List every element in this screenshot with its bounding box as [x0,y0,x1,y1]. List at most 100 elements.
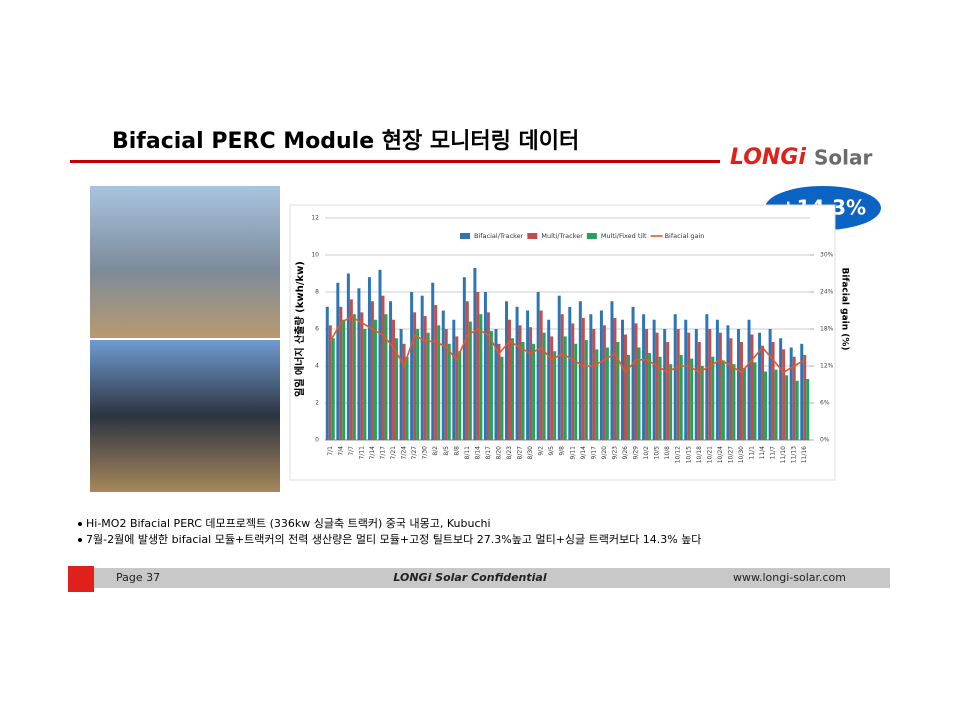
bar [392,319,396,440]
bar [500,356,504,440]
footer-bar [94,568,890,588]
bar [732,364,736,440]
x-tick-label: 8/14 [474,446,481,460]
legend-label: Multi/Tracker [541,232,583,240]
bar [547,319,551,440]
bar [465,301,469,440]
footer-mark [68,566,94,592]
bar [768,329,772,440]
bar [536,292,540,440]
logo-suffix: Solar [814,146,872,170]
x-tick-label: 9/26 [622,446,629,460]
x-tick-label: 11/4 [759,446,766,460]
bar [526,310,530,440]
slide-title: Bifacial PERC Module 현장 모니터링 데이터 [112,129,579,154]
bar [747,319,751,440]
y2-axis-label: Bifacial gain (%) [840,267,850,350]
bar [431,282,435,440]
bar [486,312,490,440]
bar [413,312,417,440]
bar [426,332,430,440]
x-tick-label: 9/14 [580,446,587,460]
x-tick-label: 10/2 [643,446,650,460]
x-tick-label: 7/4 [337,446,344,456]
bar [515,306,519,440]
bar [420,295,424,440]
y2-tick-label: 24% [820,289,834,296]
bar [800,343,804,440]
bar [792,356,796,440]
bar [634,323,638,440]
x-tick-label: 11/7 [770,446,777,460]
bar [578,301,582,440]
bar [595,349,599,440]
y-tick-label: 10 [311,252,319,259]
bar [378,269,382,440]
bar [669,364,673,440]
bar [462,277,466,440]
x-tick-label: 8/17 [485,446,492,460]
bar [642,314,646,440]
bar [483,292,487,440]
x-tick-label: 7/14 [369,446,376,460]
bar [758,332,762,440]
x-tick-label: 10/5 [654,446,661,460]
bar [367,277,371,440]
x-tick-label: 9/2 [538,446,545,456]
bar [589,314,593,440]
bar [806,378,810,440]
y-tick-label: 2 [315,400,319,407]
bar [489,330,493,440]
bar [529,327,533,440]
x-tick-label: 9/17 [590,446,597,460]
bar [584,340,588,440]
bullet: 7월-2월에 발생한 bifacial 모듈+트랙커의 전력 생산량은 멀티 모… [86,533,701,546]
x-tick-label: 7/1 [327,446,334,456]
bar [384,314,388,440]
title-rule [70,160,720,163]
legend-swatch [527,233,538,239]
y-axis-label: 일일 에너지 산출량 (kwh/kw) [293,261,306,397]
bar [694,329,698,440]
x-tick-label: 7/24 [401,446,408,460]
bar [648,353,652,440]
x-tick-label: 9/29 [633,446,640,460]
y-tick-label: 4 [315,363,319,370]
x-tick-label: 10/8 [664,446,671,460]
bar [610,301,614,440]
bar [395,338,399,440]
bar [373,319,377,440]
bar [389,301,393,440]
x-tick-label: 8/5 [443,446,450,456]
bar [729,338,733,440]
x-tick-label: 8/23 [506,446,513,460]
bar [363,329,367,440]
bar [750,334,754,440]
bar [539,310,543,440]
bar [789,347,793,440]
bar [803,354,807,440]
bar [444,329,448,440]
bar [473,267,477,440]
photo-module [90,340,280,492]
bar [705,314,709,440]
photo-trackers [90,186,280,338]
bar [605,347,609,440]
bar [325,306,329,440]
bar [779,338,783,440]
bar [718,332,722,440]
x-tick-label: 8/8 [453,446,460,456]
bar [645,329,649,440]
x-tick-label: 11/1 [749,446,756,460]
bar [581,317,585,440]
bar [405,356,409,440]
bar [652,319,656,440]
bar [687,332,691,440]
x-tick-label: 8/11 [464,446,471,460]
bar [736,329,740,440]
x-tick-label: 11/13 [791,446,798,463]
y2-tick-label: 12% [820,363,834,370]
bar [518,325,522,440]
x-tick-label: 10/15 [685,446,692,463]
bar [346,273,350,440]
